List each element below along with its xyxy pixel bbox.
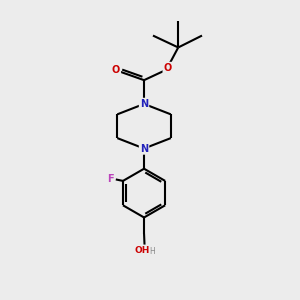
Text: F: F: [107, 174, 114, 184]
Text: O: O: [164, 63, 172, 73]
Text: O: O: [112, 65, 120, 75]
Text: H: H: [149, 247, 155, 256]
Text: N: N: [140, 143, 148, 154]
Text: N: N: [140, 99, 148, 109]
Text: OH: OH: [135, 246, 150, 255]
